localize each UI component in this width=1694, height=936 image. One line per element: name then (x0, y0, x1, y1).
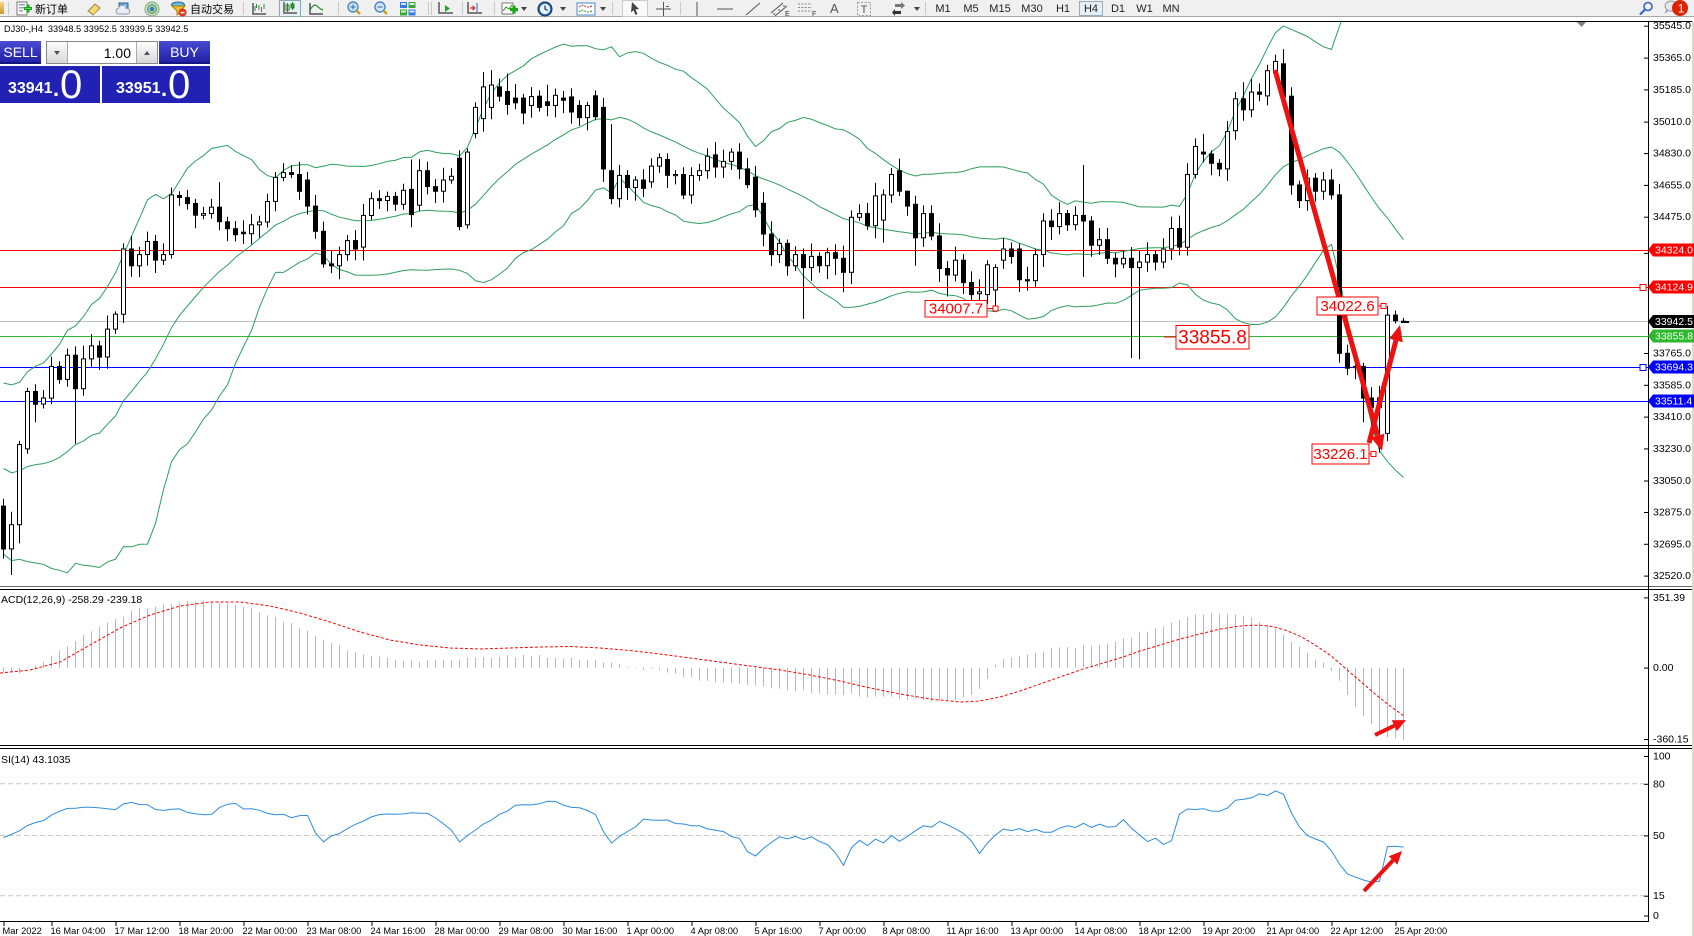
svg-text:351.39: 351.39 (1653, 592, 1685, 604)
svg-text:16 Mar 04:00: 16 Mar 04:00 (51, 926, 106, 936)
svg-text:32520.0: 32520.0 (1653, 570, 1691, 582)
svg-text:15: 15 (1653, 890, 1665, 902)
svg-text:35010.0: 35010.0 (1653, 116, 1691, 128)
svg-text:23 Mar 08:00: 23 Mar 08:00 (307, 926, 362, 936)
svg-text:0.00: 0.00 (1653, 662, 1674, 674)
svg-text:0: 0 (1653, 910, 1659, 922)
svg-text:34324.0: 34324.0 (1655, 245, 1693, 257)
svg-text:80: 80 (1653, 778, 1665, 790)
svg-text:34007.7: 34007.7 (929, 301, 983, 318)
svg-text:35185.0: 35185.0 (1653, 84, 1691, 96)
svg-text:1 Apr 00:00: 1 Apr 00:00 (627, 926, 675, 936)
svg-text:33585.0: 33585.0 (1653, 379, 1691, 391)
svg-text:22 Apr 12:00: 22 Apr 12:00 (1331, 926, 1384, 936)
svg-text:25 Apr 20:00: 25 Apr 20:00 (1395, 926, 1448, 936)
svg-text:14 Apr 08:00: 14 Apr 08:00 (1075, 926, 1128, 936)
svg-text:33942.5: 33942.5 (1655, 316, 1693, 328)
svg-text:33765.0: 33765.0 (1653, 348, 1691, 360)
svg-text:34022.6: 34022.6 (1320, 298, 1374, 315)
svg-text:F: F (812, 11, 816, 17)
svg-text:18 Mar 20:00: 18 Mar 20:00 (179, 926, 234, 936)
svg-text:24 Mar 16:00: 24 Mar 16:00 (371, 926, 426, 936)
svg-text:11 Apr 16:00: 11 Apr 16:00 (947, 926, 999, 936)
svg-text:33511.4: 33511.4 (1655, 396, 1692, 408)
svg-text:33050.0: 33050.0 (1653, 475, 1691, 487)
svg-text:33855.8: 33855.8 (1655, 331, 1693, 343)
svg-text:13 Apr 00:00: 13 Apr 00:00 (1011, 926, 1064, 936)
svg-text:22 Mar 00:00: 22 Mar 00:00 (243, 926, 298, 936)
svg-text:33694.3: 33694.3 (1655, 362, 1693, 374)
svg-text:33855.8: 33855.8 (1178, 327, 1247, 348)
svg-text:19 Apr 20:00: 19 Apr 20:00 (1203, 926, 1256, 936)
svg-text:34124.9: 34124.9 (1655, 282, 1693, 294)
svg-text:T: T (861, 4, 868, 16)
svg-text:17 Mar 12:00: 17 Mar 12:00 (115, 926, 170, 936)
svg-text:33230.0: 33230.0 (1653, 443, 1691, 455)
svg-text:33226.1: 33226.1 (1313, 446, 1367, 463)
svg-text:35545.0: 35545.0 (1653, 20, 1691, 32)
svg-text:50: 50 (1653, 830, 1665, 842)
svg-text:18 Apr 12:00: 18 Apr 12:00 (1139, 926, 1192, 936)
svg-text:21 Apr 04:00: 21 Apr 04:00 (1267, 926, 1320, 936)
svg-text:35365.0: 35365.0 (1653, 52, 1691, 64)
svg-text:E: E (785, 11, 790, 17)
svg-text:5 Apr 16:00: 5 Apr 16:00 (755, 926, 803, 936)
svg-text:Mar 2022: Mar 2022 (3, 926, 42, 936)
svg-text:ACD(12,26,9) -258.29 -239.18: ACD(12,26,9) -258.29 -239.18 (1, 594, 142, 606)
svg-text:100: 100 (1653, 751, 1671, 763)
svg-text:33410.0: 33410.0 (1653, 411, 1691, 423)
svg-text:30 Mar 16:00: 30 Mar 16:00 (563, 926, 618, 936)
svg-text:1: 1 (1678, 2, 1685, 16)
svg-text:34655.0: 34655.0 (1653, 179, 1691, 191)
svg-text:-360.15: -360.15 (1653, 734, 1689, 746)
svg-text:32695.0: 32695.0 (1653, 538, 1691, 550)
svg-text:8 Apr 08:00: 8 Apr 08:00 (883, 926, 931, 936)
svg-text:SI(14) 43.1035: SI(14) 43.1035 (1, 754, 71, 766)
svg-text:29 Mar 08:00: 29 Mar 08:00 (499, 926, 554, 936)
svg-text:32875.0: 32875.0 (1653, 507, 1691, 519)
svg-text:28 Mar 00:00: 28 Mar 00:00 (435, 926, 490, 936)
svg-text:4 Apr 08:00: 4 Apr 08:00 (691, 926, 739, 936)
svg-text:34475.0: 34475.0 (1653, 211, 1691, 223)
svg-text:34830.0: 34830.0 (1653, 148, 1691, 160)
svg-text:7 Apr 00:00: 7 Apr 00:00 (819, 926, 867, 936)
